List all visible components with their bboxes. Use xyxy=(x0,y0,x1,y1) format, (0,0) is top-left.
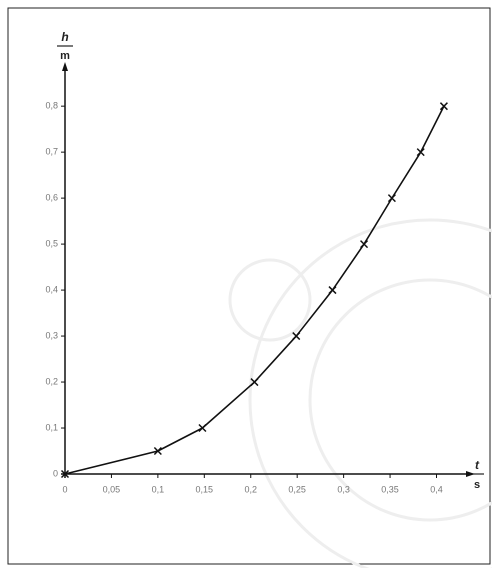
y-tick-label: 0,3 xyxy=(45,330,58,340)
x-tick-label: 0 xyxy=(62,484,67,494)
y-tick-label: 0,6 xyxy=(45,192,58,202)
chart: h m t s 00,050,10,150,20,250,30,350,400,… xyxy=(0,0,492,568)
y-tick-label: 0,1 xyxy=(45,422,58,432)
y-symbol: h xyxy=(61,30,68,44)
y-tick-label: 0,7 xyxy=(45,147,58,157)
y-unit: m xyxy=(60,50,70,62)
frame xyxy=(8,8,490,564)
x-tick-label: 0,4 xyxy=(430,484,443,494)
y-tick-label: 0,8 xyxy=(45,101,58,111)
x-tick-label: 0,3 xyxy=(337,484,350,494)
y-tick-label: 0,5 xyxy=(45,238,58,248)
x-tick-label: 0,15 xyxy=(196,484,214,494)
x-unit: s xyxy=(474,479,480,491)
x-tick-label: 0,1 xyxy=(152,484,165,494)
y-tick-label: 0,4 xyxy=(45,284,58,294)
x-tick-label: 0,2 xyxy=(244,484,257,494)
x-tick-label: 0,35 xyxy=(381,484,399,494)
y-tick-label: 0 xyxy=(53,468,58,478)
y-tick-label: 0,2 xyxy=(45,376,58,386)
x-tick-label: 0,25 xyxy=(288,484,306,494)
x-tick-label: 0,05 xyxy=(103,484,121,494)
